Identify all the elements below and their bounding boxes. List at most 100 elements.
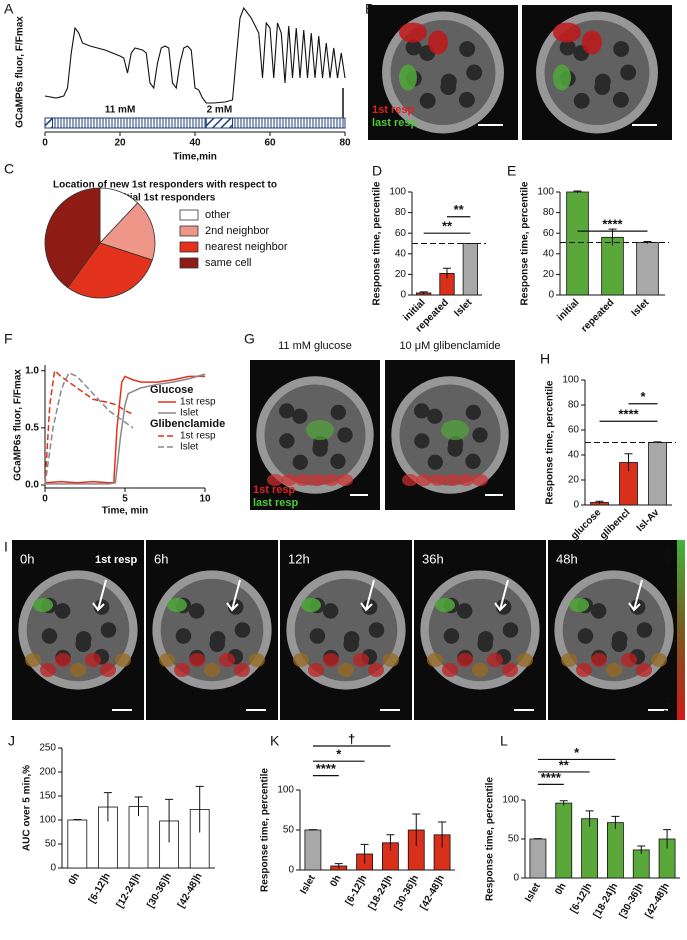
cell xyxy=(322,603,339,619)
panel-letter: J xyxy=(8,733,15,749)
legend-label: same cell xyxy=(205,257,251,269)
cell-red xyxy=(458,474,474,486)
error-bar xyxy=(663,829,672,849)
cell xyxy=(466,64,483,81)
panel-letter: H xyxy=(540,351,550,367)
cell-green xyxy=(306,420,334,440)
x-tick-label: [6-12]h xyxy=(344,873,370,907)
panel-letter: E xyxy=(507,163,516,179)
y-tick-label: 20 xyxy=(395,269,407,280)
legend-swatch xyxy=(179,209,199,221)
image-title: 10 μM glibenclamide xyxy=(399,340,500,352)
legend-label: Islet xyxy=(180,408,199,419)
y-tick-label: 60 xyxy=(543,228,555,239)
time-label: 12h xyxy=(288,551,310,566)
cell-red xyxy=(368,663,384,677)
error-bar xyxy=(438,821,447,848)
cell xyxy=(279,403,295,419)
y-tick-label: 0.0 xyxy=(25,480,39,491)
y-tick-label: 0 xyxy=(50,863,56,874)
legend-group: Glibenclamide xyxy=(150,418,225,430)
cell xyxy=(337,427,353,443)
cell-red xyxy=(353,653,369,667)
legend-label: 1st resp xyxy=(180,397,216,408)
cell xyxy=(368,622,385,638)
x-tick-label: glucose xyxy=(569,507,604,542)
cell xyxy=(502,622,519,638)
y-tick-label: 80 xyxy=(568,400,580,411)
cell xyxy=(447,436,464,452)
cell xyxy=(612,91,629,108)
cell-red xyxy=(402,474,418,486)
error-bar xyxy=(443,267,451,279)
cell-red xyxy=(25,653,41,667)
time-label: 6h xyxy=(154,551,168,566)
cell-red xyxy=(636,663,652,677)
x-tick-label: 0h xyxy=(553,881,568,897)
error-bar xyxy=(308,829,317,831)
significance-label: * xyxy=(640,389,646,404)
y-tick-label: 60 xyxy=(395,228,407,239)
cell-red xyxy=(651,653,667,667)
y-axis-label: Response time, percentile xyxy=(485,777,496,901)
error-bar xyxy=(134,796,143,817)
x-tick-label: 40 xyxy=(189,138,201,149)
bar xyxy=(601,236,624,296)
bar xyxy=(529,838,547,879)
pie-slice xyxy=(99,202,156,261)
cell xyxy=(41,628,58,644)
cell-red xyxy=(40,663,56,677)
cell-red xyxy=(606,663,622,677)
label-last: last resp xyxy=(372,117,418,129)
y-tick-label: 1.0 xyxy=(25,365,39,376)
x-axis-label: Time, min xyxy=(102,506,149,517)
x-tick-label: Islet xyxy=(452,297,474,319)
legend-swatch xyxy=(179,225,199,237)
error-bar xyxy=(643,240,652,244)
x-tick-label: [42-48]h xyxy=(418,873,447,912)
scale-slow: slow xyxy=(662,547,672,566)
x-tick-label: 0 xyxy=(42,138,48,149)
x-tick-label: [6-12]h xyxy=(569,881,595,915)
x-tick-label: [30-36]h xyxy=(145,871,174,910)
x-tick-label: glibencl xyxy=(598,507,633,542)
legend-label: other xyxy=(205,209,230,221)
arrow xyxy=(226,579,241,612)
x-tick-label: initial xyxy=(555,297,581,323)
cell-red xyxy=(430,474,446,486)
x-tick-label: [6-12]h xyxy=(87,871,113,905)
x-tick-label: [30-36]h xyxy=(392,873,421,912)
arrow xyxy=(92,579,107,612)
time-label: 0h xyxy=(20,551,34,566)
cell xyxy=(419,92,436,109)
cell xyxy=(309,628,326,644)
significance-label: **** xyxy=(316,761,337,776)
error-bar xyxy=(103,792,112,822)
error-bar xyxy=(195,785,204,833)
cell-red xyxy=(472,663,488,677)
stimulus-bar xyxy=(44,117,53,129)
label-last: last resp xyxy=(253,497,299,509)
cell xyxy=(209,631,226,647)
error-bar xyxy=(533,838,542,840)
label-first: 1st resp xyxy=(95,554,137,566)
error-bar xyxy=(334,863,343,869)
bar xyxy=(581,818,598,879)
arrow xyxy=(628,579,643,612)
y-tick-label: 40 xyxy=(568,450,580,461)
cell-red xyxy=(115,653,131,667)
cell-green xyxy=(167,598,187,612)
y-axis-label: Response time, percentile xyxy=(372,181,383,305)
cell xyxy=(292,408,308,424)
cell xyxy=(414,433,430,449)
error-bar xyxy=(624,453,633,472)
y-tick-label: 100 xyxy=(389,187,406,198)
y-axis-label: AUC over 5 min,% xyxy=(22,765,33,851)
cell-red xyxy=(472,474,488,486)
pie-title: Location of new 1st responders with resp… xyxy=(53,180,277,191)
first-responder xyxy=(428,30,448,55)
y-tick-label: 0 xyxy=(288,865,294,876)
x-tick-label: 60 xyxy=(264,138,276,149)
cell xyxy=(465,404,481,421)
error-bar xyxy=(573,190,582,194)
